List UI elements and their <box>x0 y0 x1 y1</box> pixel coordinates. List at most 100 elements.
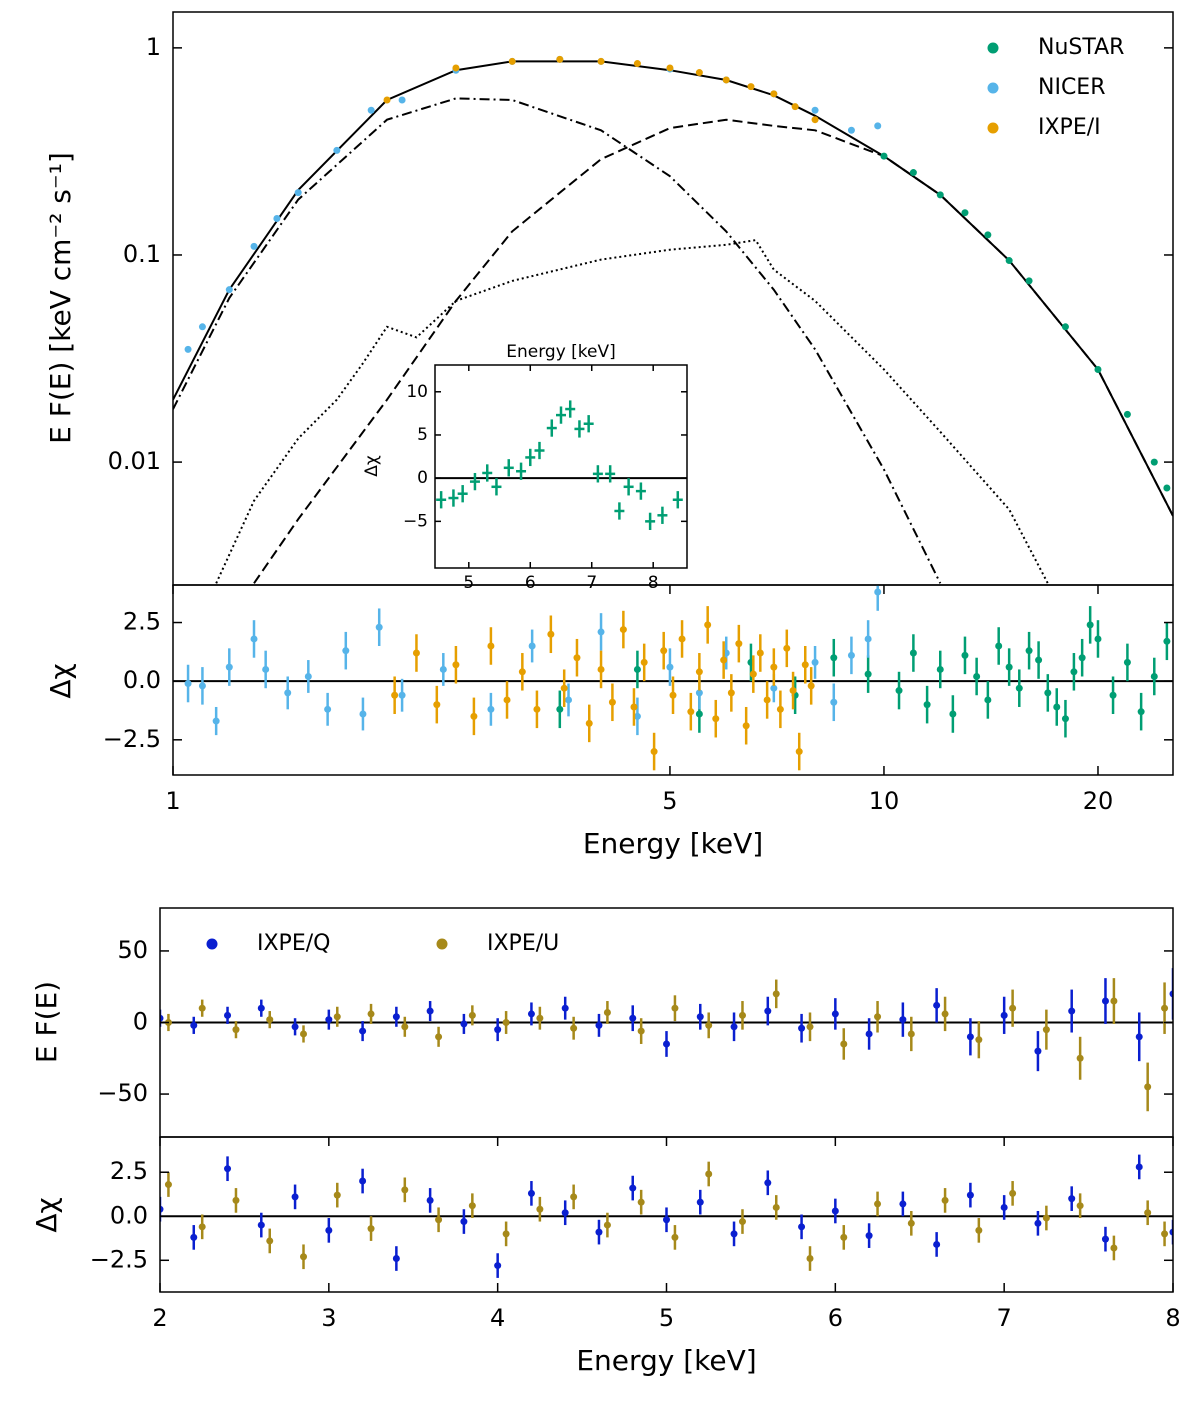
data-point <box>1161 1004 1169 1012</box>
data-point <box>426 1196 434 1204</box>
data-point <box>398 96 406 104</box>
y-tick-label: −5 <box>403 511 428 531</box>
axes-frame <box>434 364 688 569</box>
data-point <box>503 696 511 704</box>
data-point <box>273 215 281 223</box>
model-curve <box>215 239 1049 584</box>
data-point <box>1101 1235 1109 1243</box>
data-point <box>735 640 743 648</box>
data-point <box>164 1181 172 1189</box>
data-point <box>864 635 872 643</box>
data-point <box>633 60 641 68</box>
data-point <box>300 1030 308 1038</box>
x-tick-label: 6 <box>525 573 536 593</box>
data-point <box>595 1228 603 1236</box>
y-tick-label: 5 <box>417 425 428 445</box>
data-point <box>190 1021 198 1029</box>
data-point <box>933 1001 941 1009</box>
legend-label: IXPE/U <box>487 931 559 956</box>
data-point <box>257 1221 265 1229</box>
data-point <box>1044 689 1052 697</box>
data-point <box>342 647 350 655</box>
legend-label: IXPE/I <box>1038 115 1101 140</box>
data-point <box>412 649 420 657</box>
plot-area <box>160 1154 1173 1278</box>
data-point <box>975 1226 983 1234</box>
data-point <box>764 1179 772 1187</box>
axes-frame <box>172 584 1174 776</box>
data-point <box>727 689 735 697</box>
data-point <box>460 1218 468 1226</box>
data-point <box>936 665 944 673</box>
y-tick-label: 10 <box>406 382 428 402</box>
data-point <box>224 1011 232 1019</box>
data-point <box>565 696 573 704</box>
y-tick-label: −2.5 <box>103 725 161 753</box>
data-point <box>1150 672 1158 680</box>
data-point <box>392 1013 400 1021</box>
data-point <box>392 1255 400 1263</box>
data-point <box>1000 1203 1008 1211</box>
data-point <box>874 122 882 130</box>
data-point <box>383 96 391 104</box>
x-tick-label: 10 <box>869 787 900 815</box>
y-tick-label: 0 <box>417 468 428 488</box>
data-point <box>527 1010 535 1018</box>
data-point <box>435 1033 443 1041</box>
y-tick-label: 1 <box>146 33 161 61</box>
data-point <box>789 687 797 695</box>
data-point <box>284 689 292 697</box>
data-point <box>304 672 312 680</box>
data-point <box>811 116 819 124</box>
data-point <box>770 90 778 98</box>
data-point <box>961 209 969 217</box>
data-point <box>1086 621 1094 629</box>
data-point <box>291 1023 299 1031</box>
data-point <box>907 1219 915 1227</box>
data-point <box>1150 458 1158 466</box>
data-point <box>705 1170 713 1178</box>
data-point <box>184 345 192 353</box>
data-point <box>772 1203 780 1211</box>
data-point <box>391 691 399 699</box>
y-tick-label: 0.1 <box>123 240 161 268</box>
data-point <box>831 1010 839 1018</box>
y-tick-label: −50 <box>97 1079 148 1107</box>
panel: 10 5 0 −5 5 6 7 8 Energy [keV] Δχ <box>362 342 688 593</box>
data-point <box>840 1040 848 1048</box>
x-tick-label: 6 <box>828 1304 843 1332</box>
x-tick-label: 5 <box>659 1304 674 1332</box>
data-point <box>695 668 703 676</box>
data-point <box>633 712 641 720</box>
data-point <box>772 990 780 998</box>
data-point <box>619 626 627 634</box>
data-point <box>426 1007 434 1015</box>
data-point <box>899 1200 907 1208</box>
data-point <box>865 1030 873 1038</box>
data-point <box>1034 1219 1042 1227</box>
data-point <box>941 1196 949 1204</box>
data-point <box>1123 658 1131 666</box>
data-point <box>1163 637 1171 645</box>
data-point <box>570 1024 578 1032</box>
data-point <box>198 1004 206 1012</box>
data-point <box>603 1221 611 1229</box>
data-point <box>324 705 332 713</box>
data-point <box>325 1226 333 1234</box>
panel: −2.5 0.0 2.5 2 3 4 5 6 7 8 Energy [keV] Δχ <box>30 1136 1181 1377</box>
x-tick-label: 7 <box>997 1304 1012 1332</box>
data-point <box>629 1014 637 1022</box>
data-point <box>536 1014 544 1022</box>
data-point <box>212 717 220 725</box>
y-tick-label: 0.0 <box>110 1201 148 1229</box>
data-point <box>696 1198 704 1206</box>
data-point <box>637 1198 645 1206</box>
data-point <box>333 146 341 154</box>
x-tick-label: 20 <box>1083 787 1114 815</box>
x-axis-label: Energy [keV] <box>506 342 616 362</box>
data-point <box>487 642 495 650</box>
data-point <box>798 1024 806 1032</box>
y-tick-label: 0.01 <box>108 447 161 475</box>
data-point <box>560 684 568 692</box>
x-tick-label: 5 <box>463 573 474 593</box>
